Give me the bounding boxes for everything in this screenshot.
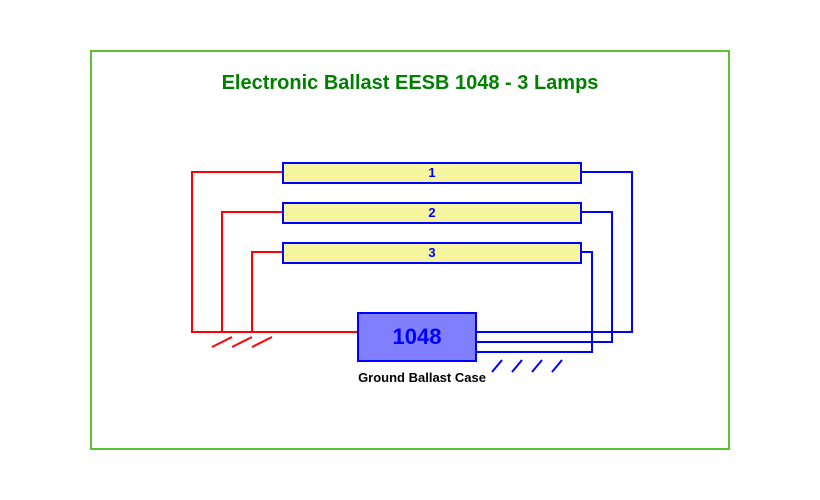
lamp-2-label: 2 <box>428 205 435 220</box>
lamp-3-label: 3 <box>428 245 435 260</box>
diagram-title: Electronic Ballast EESB 1048 - 3 Lamps <box>92 72 728 95</box>
diagram-frame: Electronic Ballast EESB 1048 - 3 Lamps 1… <box>90 50 730 450</box>
lamp-3: 3 <box>282 242 582 264</box>
lamp-1-label: 1 <box>428 165 435 180</box>
lamp-1: 1 <box>282 162 582 184</box>
ballast-box: 1048 <box>357 312 477 362</box>
ballast-label: 1048 <box>393 324 442 349</box>
ground-label: Ground Ballast Case <box>342 370 502 385</box>
lamp-2: 2 <box>282 202 582 224</box>
